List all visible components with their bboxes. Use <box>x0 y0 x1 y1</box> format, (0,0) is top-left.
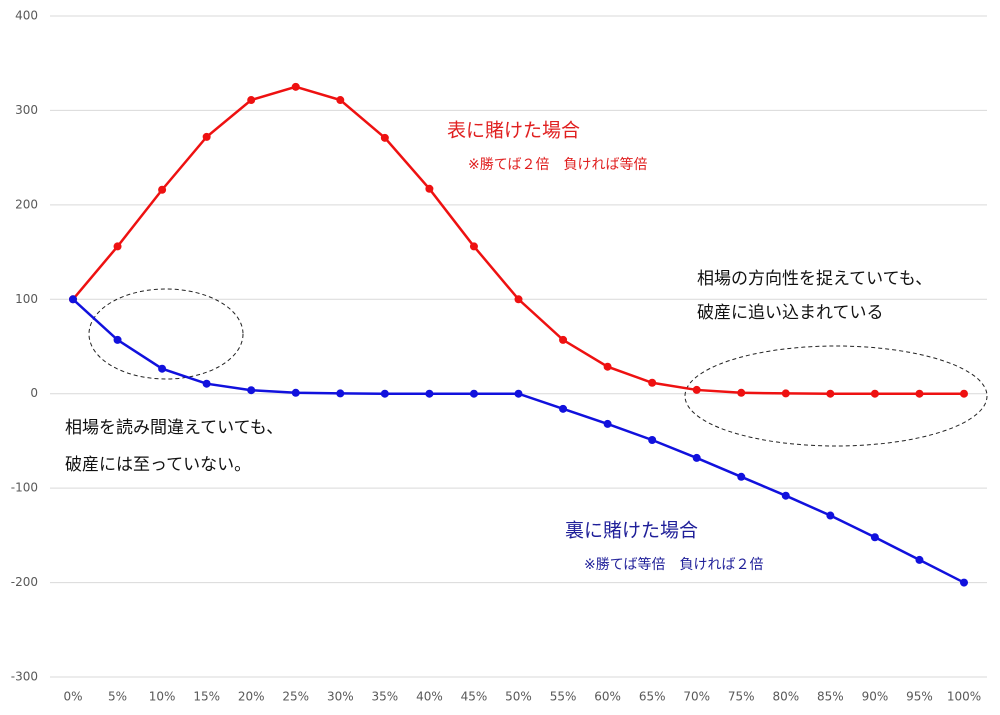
data-point <box>915 389 924 398</box>
data-point <box>870 533 879 542</box>
x-tick-label: 85% <box>817 690 844 704</box>
data-point <box>826 389 835 398</box>
y-tick-label: -200 <box>11 575 38 589</box>
data-point <box>291 388 300 397</box>
data-point <box>336 389 345 398</box>
x-tick-label: 45% <box>461 690 488 704</box>
data-point <box>692 385 701 394</box>
y-tick-label: 400 <box>15 9 38 23</box>
data-point <box>158 185 167 194</box>
y-tick-label: 0 <box>30 386 38 400</box>
highlight-ellipse <box>88 288 244 380</box>
data-point <box>158 364 167 373</box>
x-tick-label: 80% <box>772 690 799 704</box>
x-tick-label: 30% <box>327 690 354 704</box>
data-point <box>781 389 790 398</box>
x-tick-label: 90% <box>862 690 889 704</box>
series-label: 表に賭けた場合 <box>447 120 580 142</box>
x-tick-label: 100% <box>947 690 981 704</box>
data-point <box>247 386 256 395</box>
x-tick-label: 15% <box>193 690 220 704</box>
data-point <box>870 389 879 398</box>
data-point <box>603 419 612 428</box>
x-tick-label: 50% <box>505 690 532 704</box>
data-point <box>826 511 835 520</box>
x-tick-label: 35% <box>372 690 399 704</box>
annotation: 相場を読み間違えていても、 <box>65 418 283 438</box>
data-point <box>113 335 122 344</box>
x-tick-label: 95% <box>906 690 933 704</box>
x-tick-label: 55% <box>550 690 577 704</box>
annotation: 相場の方向性を捉えていても、 <box>697 269 932 289</box>
x-tick-label: 40% <box>416 690 443 704</box>
data-point <box>425 389 434 398</box>
annotation: ※勝てば２倍 負ければ等倍 <box>468 156 647 173</box>
data-point <box>425 184 434 193</box>
x-tick-label: 65% <box>639 690 666 704</box>
annotation: 破産には至っていない。 <box>65 455 251 475</box>
data-point <box>69 295 77 304</box>
x-tick-label: 70% <box>683 690 710 704</box>
highlight-ellipse <box>684 345 988 447</box>
data-point <box>202 132 211 141</box>
data-point <box>915 555 924 564</box>
data-point <box>960 578 968 587</box>
y-tick-label: 200 <box>15 197 38 211</box>
data-point <box>737 388 746 397</box>
data-point <box>559 335 568 344</box>
series-label: 裏に賭けた場合 <box>565 520 698 542</box>
data-point <box>469 389 478 398</box>
data-point <box>202 379 211 388</box>
data-point <box>514 389 523 398</box>
data-point <box>336 96 345 105</box>
data-point <box>603 362 612 371</box>
data-point <box>380 133 389 142</box>
data-point <box>113 242 122 251</box>
x-tick-label: 20% <box>238 690 265 704</box>
x-tick-label: 0% <box>63 690 82 704</box>
data-point <box>380 389 389 398</box>
y-tick-label: -300 <box>11 670 38 684</box>
y-tick-label: -100 <box>11 481 38 495</box>
x-tick-label: 60% <box>594 690 621 704</box>
y-tick-label: 100 <box>15 292 38 306</box>
data-point <box>291 82 300 91</box>
annotation: 破産に追い込まれている <box>697 303 884 323</box>
data-point <box>737 472 746 481</box>
data-point <box>960 389 968 398</box>
series-line <box>72 298 965 584</box>
data-point <box>648 435 657 444</box>
y-tick-label: 300 <box>15 103 38 117</box>
data-point <box>648 378 657 387</box>
data-point <box>559 404 568 413</box>
x-tick-label: 10% <box>149 690 176 704</box>
data-point <box>781 491 790 500</box>
x-tick-label: 75% <box>728 690 755 704</box>
annotation: ※勝てば等倍 負ければ２倍 <box>584 556 763 573</box>
data-point <box>247 96 256 105</box>
data-point <box>514 295 523 304</box>
data-point <box>469 242 478 251</box>
x-tick-label: 5% <box>108 690 127 704</box>
x-tick-label: 25% <box>282 690 309 704</box>
data-point <box>692 453 701 462</box>
